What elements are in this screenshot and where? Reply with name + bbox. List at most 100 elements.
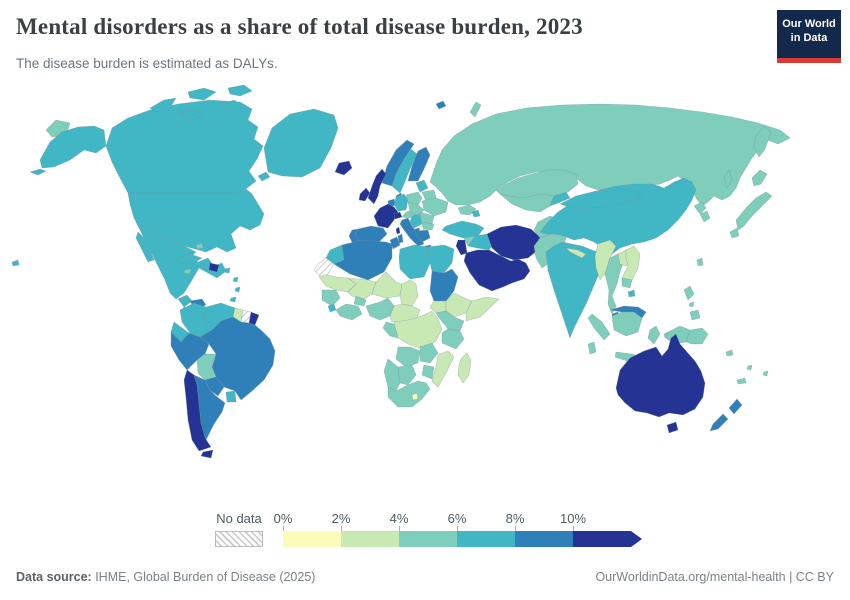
- country-egypt[interactable]: [427, 244, 455, 274]
- country-indonesia-sumatra[interactable]: [587, 313, 611, 341]
- country-lesser-antilles-1[interactable]: [232, 276, 239, 283]
- country-libya[interactable]: [398, 244, 431, 280]
- country-cuba[interactable]: [175, 253, 203, 265]
- legend-bucket-02[interactable]: [283, 531, 341, 547]
- country-lesotho[interactable]: [411, 392, 419, 401]
- country-ireland[interactable]: [358, 187, 371, 202]
- country-mali[interactable]: [347, 277, 377, 301]
- country-somalia[interactable]: [465, 296, 500, 322]
- country-south-africa[interactable]: [387, 380, 431, 408]
- country-germany[interactable]: [393, 193, 409, 212]
- country-france[interactable]: [373, 203, 399, 229]
- country-united-states-aleutians[interactable]: [29, 168, 47, 176]
- country-canada-island-1[interactable]: [149, 97, 177, 113]
- country-tanzania[interactable]: [441, 328, 465, 350]
- country-new-caledonia[interactable]: [736, 377, 747, 385]
- country-papua-new-guinea[interactable]: [685, 327, 709, 345]
- country-kyrgyzstan[interactable]: [549, 191, 571, 207]
- country-philippines-mindanao[interactable]: [689, 309, 701, 321]
- country-mexico[interactable]: [139, 229, 227, 300]
- legend-bucket-24[interactable]: [341, 531, 399, 547]
- country-sudan[interactable]: [429, 268, 459, 302]
- country-solomon-islands[interactable]: [725, 349, 734, 357]
- country-ukraine[interactable]: [421, 197, 449, 217]
- country-norway-svalbard[interactable]: [435, 100, 447, 110]
- country-canada-island-2[interactable]: [187, 87, 217, 101]
- country-gabon[interactable]: [382, 321, 399, 339]
- country-indonesia-kalimantan[interactable]: [611, 311, 643, 337]
- country-tunisia[interactable]: [389, 236, 401, 250]
- country-serbia[interactable]: [409, 213, 423, 229]
- country-north-korea[interactable]: [693, 201, 707, 215]
- country-new-zealand-north[interactable]: [728, 398, 743, 415]
- country-chad[interactable]: [399, 279, 419, 307]
- country-canada-newfoundland[interactable]: [257, 171, 271, 182]
- country-chile-tierra-del-fuego[interactable]: [200, 449, 214, 459]
- country-canada-island-3[interactable]: [227, 84, 253, 97]
- country-zambia[interactable]: [419, 342, 439, 364]
- country-mexico-baja[interactable]: [135, 231, 155, 263]
- country-japan-kyushu[interactable]: [729, 227, 740, 239]
- country-poland[interactable]: [405, 191, 423, 206]
- country-azerbaijan[interactable]: [471, 209, 481, 218]
- country-ivory-coast[interactable]: [335, 303, 363, 321]
- country-chile[interactable]: [183, 369, 212, 452]
- country-north-macedonia[interactable]: [418, 225, 425, 232]
- country-botswana[interactable]: [397, 364, 417, 386]
- country-finland[interactable]: [407, 146, 431, 182]
- country-cambodia[interactable]: [621, 277, 633, 289]
- country-russia-novaya-zemlya[interactable]: [469, 101, 482, 118]
- country-australia-tasmania[interactable]: [666, 421, 679, 434]
- country-greenland[interactable]: [263, 108, 339, 178]
- country-united-states-hawaii[interactable]: [11, 259, 20, 267]
- country-burkina-faso[interactable]: [353, 295, 367, 307]
- country-south-korea[interactable]: [699, 210, 711, 223]
- country-new-zealand-south[interactable]: [709, 413, 729, 432]
- footer-link[interactable]: OurWorldinData.org/mental-health | CC BY: [595, 570, 834, 584]
- country-mozambique[interactable]: [431, 350, 455, 388]
- legend-bucket-68[interactable]: [457, 531, 515, 547]
- country-trinidad-and-tobago[interactable]: [229, 296, 237, 303]
- country-japan-honshu[interactable]: [735, 191, 773, 231]
- country-saudi-arabia[interactable]: [463, 249, 531, 292]
- country-philippines-visayas[interactable]: [688, 301, 695, 308]
- country-china[interactable]: [539, 177, 697, 255]
- country-mongolia[interactable]: [559, 188, 643, 209]
- country-dr-congo[interactable]: [393, 310, 443, 350]
- country-lesser-antilles-2[interactable]: [234, 286, 241, 293]
- country-madagascar[interactable]: [457, 352, 472, 384]
- legend-no-data-swatch[interactable]: [215, 531, 263, 547]
- country-france-corsica[interactable]: [395, 226, 401, 235]
- country-iceland[interactable]: [334, 160, 353, 176]
- country-canada-island-4[interactable]: [179, 108, 205, 122]
- legend-bucket-46[interactable]: [399, 531, 457, 547]
- country-angola[interactable]: [395, 346, 421, 368]
- country-western-sahara[interactable]: [313, 257, 335, 277]
- country-fiji[interactable]: [762, 370, 769, 377]
- country-uruguay[interactable]: [225, 390, 237, 403]
- country-canada-island-5[interactable]: [221, 99, 243, 111]
- country-russia-kamchatka[interactable]: [753, 125, 772, 158]
- country-baltic-states[interactable]: [415, 179, 429, 193]
- country-nepal[interactable]: [565, 247, 587, 259]
- country-australia[interactable]: [615, 333, 706, 418]
- country-puerto-rico[interactable]: [222, 267, 231, 274]
- country-china-hainan[interactable]: [627, 289, 636, 298]
- country-paraguay[interactable]: [204, 376, 225, 397]
- legend-bucket-10[interactable]: [573, 531, 631, 547]
- country-jamaica[interactable]: [183, 268, 192, 275]
- country-greece[interactable]: [416, 229, 431, 243]
- country-russia-sakhalin[interactable]: [723, 169, 733, 189]
- country-nigeria[interactable]: [365, 297, 395, 321]
- country-israel[interactable]: [455, 239, 468, 256]
- country-sri-lanka[interactable]: [587, 341, 597, 355]
- country-japan-hokkaido[interactable]: [751, 169, 768, 187]
- country-french-guiana[interactable]: [248, 311, 260, 326]
- country-india[interactable]: [545, 241, 611, 339]
- country-taiwan[interactable]: [696, 257, 704, 267]
- country-sierra-leone[interactable]: [327, 303, 337, 313]
- country-zimbabwe[interactable]: [421, 364, 435, 380]
- country-dominican-republic[interactable]: [208, 262, 220, 273]
- country-united-kingdom[interactable]: [367, 168, 387, 205]
- country-vanuatu[interactable]: [746, 364, 753, 371]
